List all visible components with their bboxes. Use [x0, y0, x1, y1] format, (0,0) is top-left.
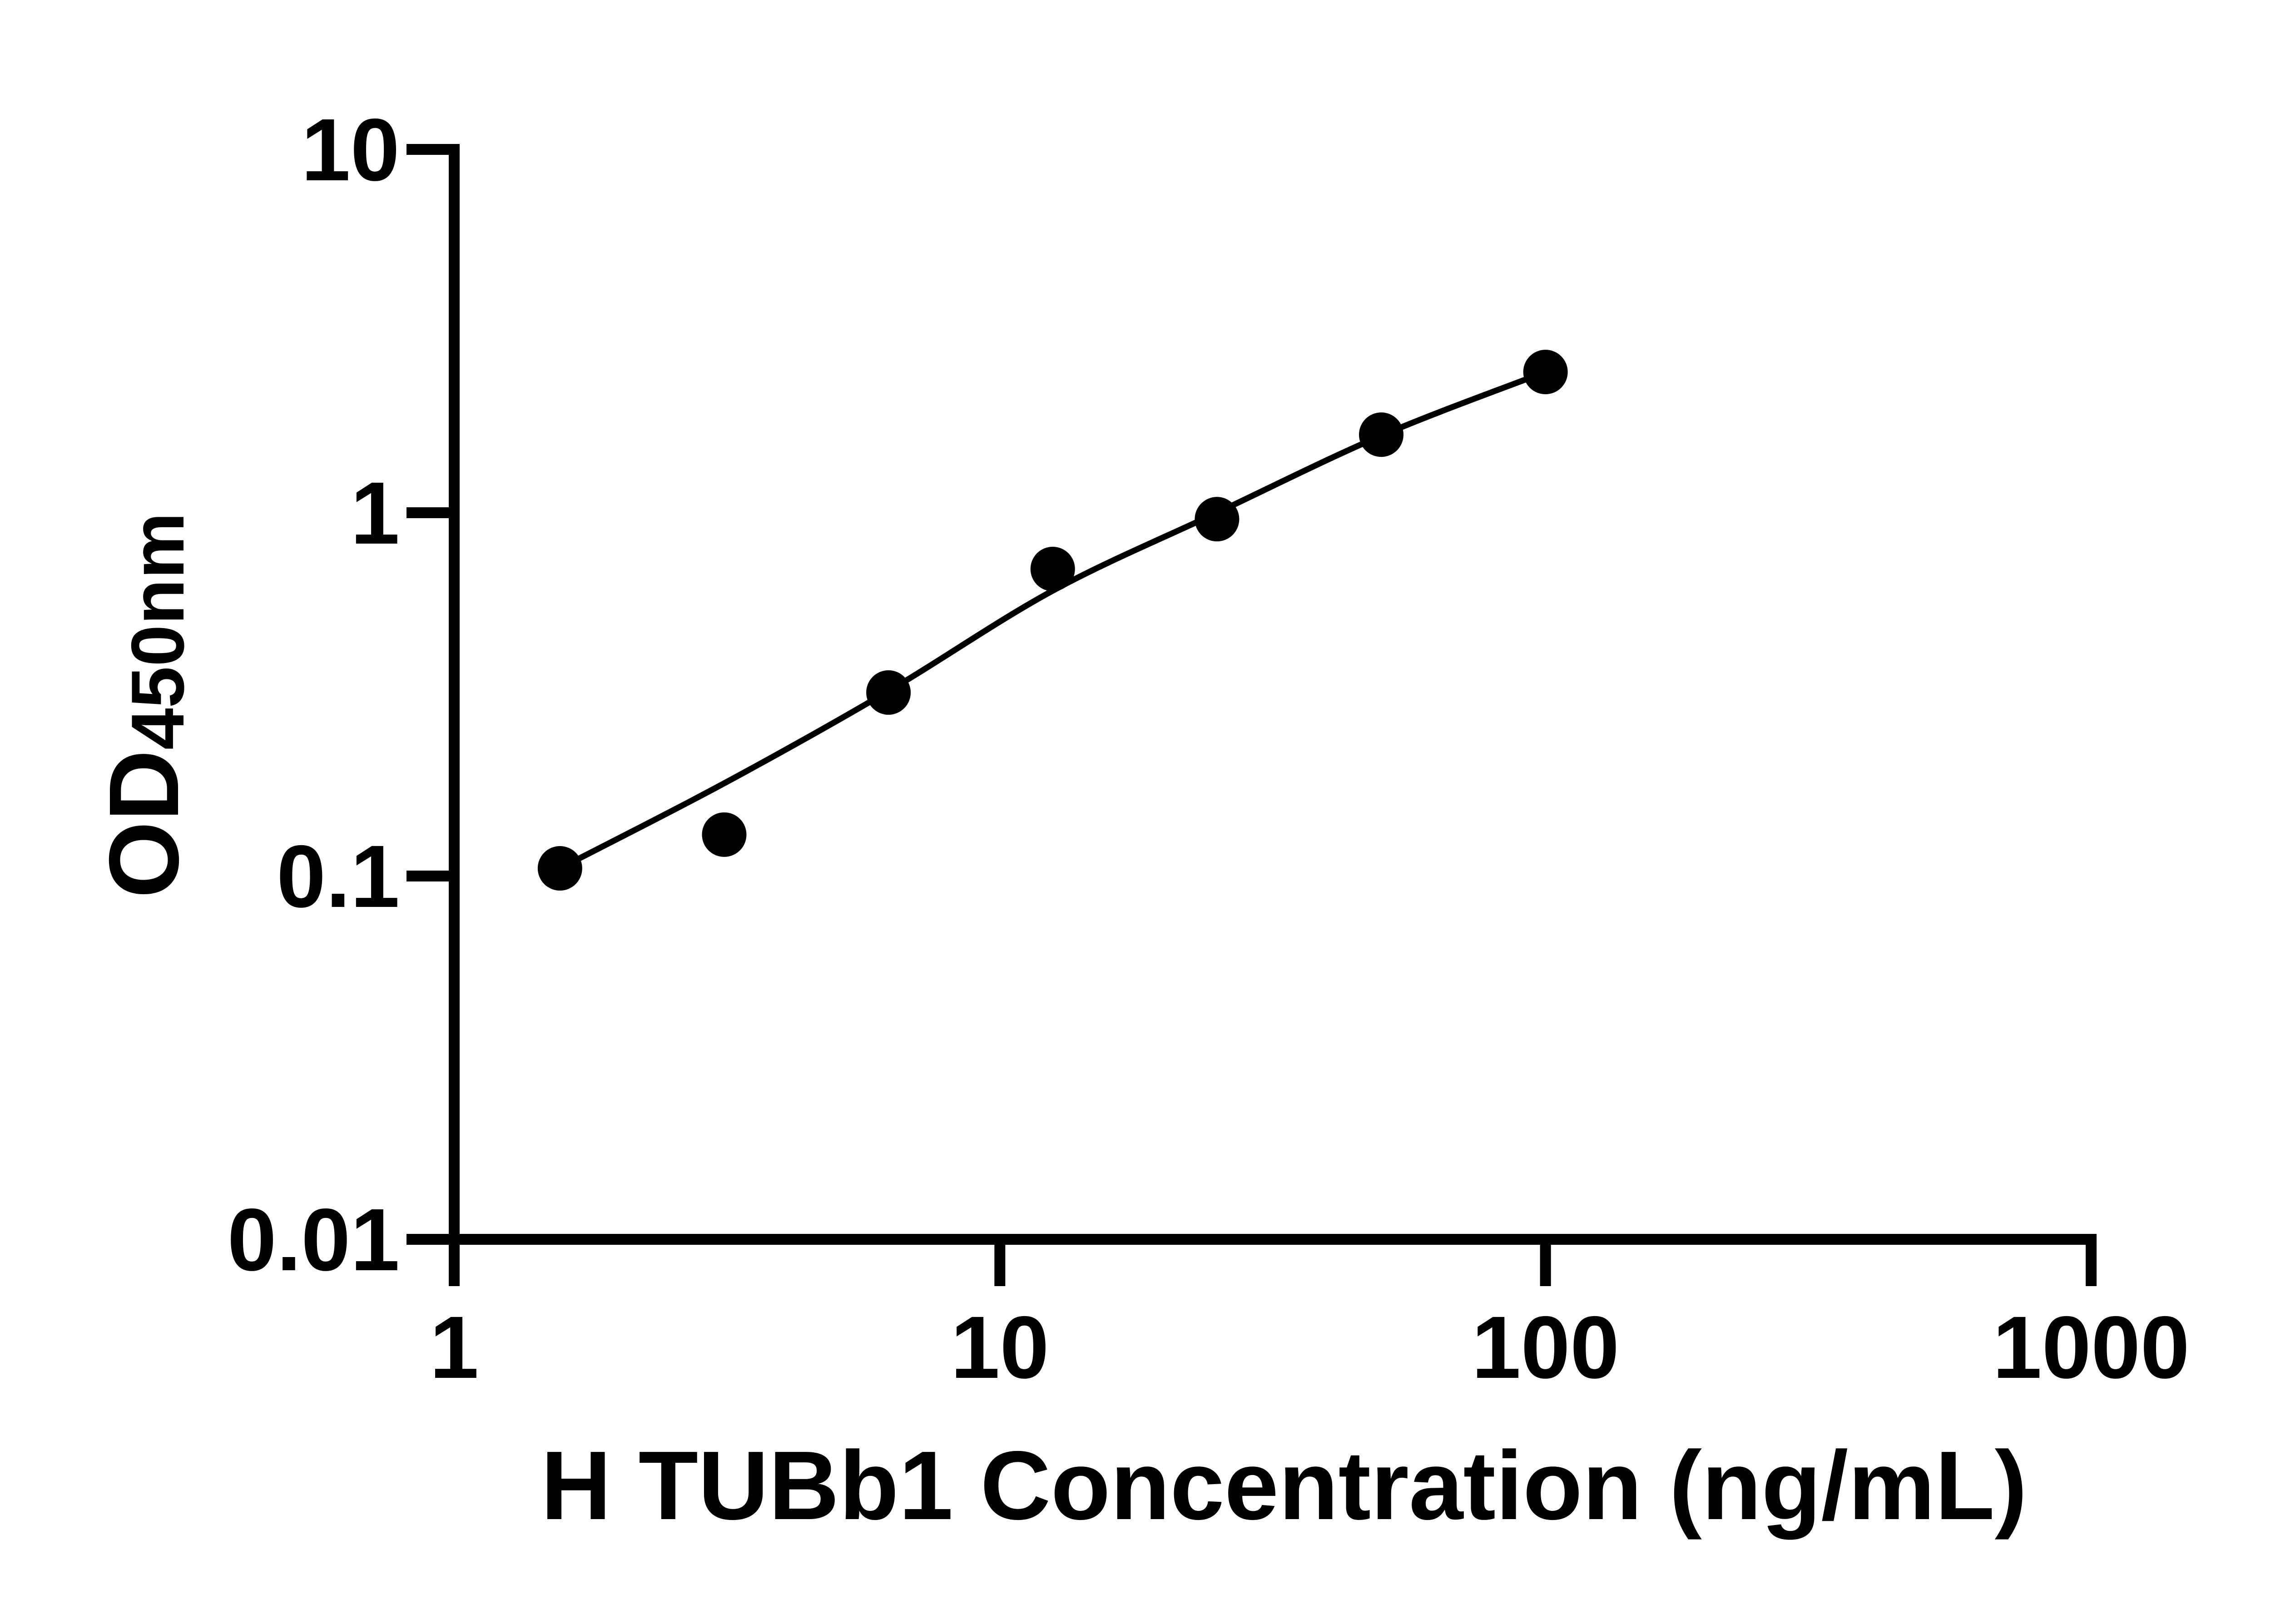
y-tick-label-1: 1	[351, 464, 400, 563]
y-tick-label-0.1: 0.1	[277, 827, 400, 926]
x-tick-label-10: 10	[951, 1298, 1049, 1397]
data-points	[537, 350, 1568, 891]
axes	[449, 144, 2097, 1245]
axis-tick-labels: 10 1 0.1 0.01 1 10 100 1000	[227, 100, 2189, 1397]
y-axis-title-subscript: 450nm	[116, 512, 199, 750]
y-axis-title: OD450nm	[89, 512, 199, 898]
data-point-3.125	[702, 812, 747, 857]
y-tick-label-0.01: 0.01	[227, 1190, 400, 1289]
y-axis-title-main: OD	[89, 750, 199, 898]
y-tick-label-10: 10	[301, 100, 400, 199]
data-point-25	[1195, 497, 1240, 542]
axis-ticks	[407, 144, 2097, 1286]
x-axis-title: H TUBb1 Concentration (ng/mL)	[541, 1431, 2028, 1540]
x-tick-label-100: 100	[1472, 1298, 1619, 1397]
data-point-12.5	[1030, 546, 1075, 591]
x-tick-label-1: 1	[430, 1298, 479, 1397]
data-point-100	[1523, 350, 1568, 395]
data-point-1.5625	[537, 846, 582, 891]
data-point-50	[1359, 412, 1404, 457]
data-point-6.25	[866, 670, 911, 715]
x-tick-label-1000: 1000	[1993, 1298, 2190, 1397]
